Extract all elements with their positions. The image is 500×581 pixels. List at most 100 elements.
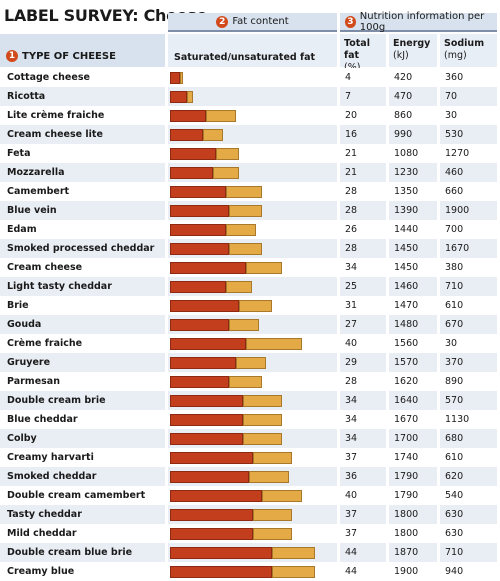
sodium-value: 1900 bbox=[440, 201, 497, 220]
total-fat-value: 16 bbox=[340, 125, 386, 144]
page-title: LABEL SURVEY: Cheese bbox=[4, 6, 207, 25]
energy-value: 1390 bbox=[389, 201, 437, 220]
fat-bar-cell bbox=[168, 296, 337, 315]
sat-unsat-column-header: Saturated/unsaturated fat bbox=[168, 34, 337, 67]
unsaturated-fat-bar bbox=[242, 433, 283, 445]
sodium-value: 70 bbox=[440, 87, 497, 106]
table-row: Camembert 28 1350 660 bbox=[0, 182, 497, 201]
energy-value: 1900 bbox=[389, 562, 437, 581]
total-fat-value: 7 bbox=[340, 87, 386, 106]
saturated-fat-bar bbox=[170, 72, 180, 84]
energy-value: 1800 bbox=[389, 505, 437, 524]
fat-bar-cell bbox=[168, 125, 337, 144]
step-badge-1: 1 bbox=[6, 50, 18, 62]
table-row: Colby 34 1700 680 bbox=[0, 429, 497, 448]
fat-bar-cell bbox=[168, 334, 337, 353]
fat-bar-cell bbox=[168, 467, 337, 486]
saturated-fat-bar bbox=[170, 243, 230, 255]
table-row: Blue cheddar 34 1670 1130 bbox=[0, 410, 497, 429]
table-row: Cottage cheese 4 420 360 bbox=[0, 68, 497, 87]
cheese-name: Cream cheese lite bbox=[0, 125, 165, 144]
fat-content-label: Fat content bbox=[232, 16, 289, 27]
cheese-name: Cottage cheese bbox=[0, 68, 165, 87]
total-fat-label: Total fat bbox=[344, 38, 370, 61]
sodium-column-header: Sodium (mg) bbox=[440, 34, 497, 67]
fat-bar-cell bbox=[168, 315, 337, 334]
unsaturated-fat-bar bbox=[203, 129, 223, 141]
cheese-name: Edam bbox=[0, 220, 165, 239]
unsaturated-fat-bar bbox=[252, 452, 293, 464]
table-row: Gouda 27 1480 670 bbox=[0, 315, 497, 334]
unsaturated-fat-bar bbox=[236, 357, 266, 369]
sodium-value: 1670 bbox=[440, 239, 497, 258]
sat-unsat-label: Saturated/unsaturated fat bbox=[174, 52, 316, 63]
fat-bar-cell bbox=[168, 258, 337, 277]
fat-bar-cell bbox=[168, 220, 337, 239]
sodium-value: 700 bbox=[440, 220, 497, 239]
total-fat-value: 37 bbox=[340, 448, 386, 467]
cheese-name: Camembert bbox=[0, 182, 165, 201]
cheese-name: Ricotta bbox=[0, 87, 165, 106]
energy-value: 1700 bbox=[389, 429, 437, 448]
energy-value: 990 bbox=[389, 125, 437, 144]
fat-bar-cell bbox=[168, 87, 337, 106]
table-row: Tasty cheddar 37 1800 630 bbox=[0, 505, 497, 524]
total-fat-value: 28 bbox=[340, 239, 386, 258]
cheese-name: Creamy blue bbox=[0, 562, 165, 581]
energy-value: 1740 bbox=[389, 448, 437, 467]
fat-bar-cell bbox=[168, 448, 337, 467]
cheese-name: Brie bbox=[0, 296, 165, 315]
cheese-name: Smoked processed cheddar bbox=[0, 239, 165, 258]
total-fat-value: 21 bbox=[340, 163, 386, 182]
step-badge-2: 2 bbox=[216, 15, 229, 28]
energy-value: 1640 bbox=[389, 391, 437, 410]
type-of-cheese-header: 1 TYPE OF CHEESE bbox=[0, 34, 165, 67]
unsaturated-fat-bar bbox=[229, 243, 263, 255]
unsaturated-fat-bar bbox=[262, 490, 302, 502]
saturated-fat-bar bbox=[170, 129, 203, 141]
total-fat-value: 34 bbox=[340, 410, 386, 429]
total-fat-value: 34 bbox=[340, 258, 386, 277]
table-row: Smoked processed cheddar 28 1450 1670 bbox=[0, 239, 497, 258]
total-fat-value: 37 bbox=[340, 524, 386, 543]
unsaturated-fat-bar bbox=[229, 319, 260, 331]
table-row: Ricotta 7 470 70 bbox=[0, 87, 497, 106]
saturated-fat-bar bbox=[170, 490, 263, 502]
step-badge-3: 3 bbox=[345, 15, 356, 28]
total-fat-value: 20 bbox=[340, 106, 386, 125]
cheese-name: Gouda bbox=[0, 315, 165, 334]
saturated-fat-bar bbox=[170, 509, 253, 521]
sodium-value: 530 bbox=[440, 125, 497, 144]
type-of-cheese-label: TYPE OF CHEESE bbox=[22, 51, 116, 62]
fat-bar-cell bbox=[168, 429, 337, 448]
energy-value: 1440 bbox=[389, 220, 437, 239]
sodium-value: 670 bbox=[440, 315, 497, 334]
fat-bar-cell bbox=[168, 239, 337, 258]
unsaturated-fat-bar bbox=[272, 566, 316, 578]
fat-bar-cell bbox=[168, 505, 337, 524]
table-row: Edam 26 1440 700 bbox=[0, 220, 497, 239]
total-fat-value: 25 bbox=[340, 277, 386, 296]
energy-value: 1560 bbox=[389, 334, 437, 353]
unsaturated-fat-bar bbox=[226, 224, 256, 236]
fat-bar-cell bbox=[168, 106, 337, 125]
sodium-value: 1270 bbox=[440, 144, 497, 163]
energy-unit: (kJ) bbox=[393, 50, 409, 61]
energy-value: 1790 bbox=[389, 467, 437, 486]
cheese-name: Feta bbox=[0, 144, 165, 163]
energy-value: 1800 bbox=[389, 524, 437, 543]
saturated-fat-bar bbox=[170, 452, 253, 464]
energy-column-header: Energy (kJ) bbox=[389, 34, 437, 67]
cheese-name: Colby bbox=[0, 429, 165, 448]
cheese-name: Mild cheddar bbox=[0, 524, 165, 543]
fat-bar-cell bbox=[168, 277, 337, 296]
total-fat-unit: (%) bbox=[344, 62, 382, 74]
sodium-value: 30 bbox=[440, 334, 497, 353]
fat-bar-cell bbox=[168, 68, 337, 87]
cheese-name: Crème fraiche bbox=[0, 334, 165, 353]
energy-value: 1870 bbox=[389, 543, 437, 562]
fat-bar-cell bbox=[168, 410, 337, 429]
saturated-fat-bar bbox=[170, 528, 253, 540]
fat-bar-cell bbox=[168, 486, 337, 505]
total-fat-value: 28 bbox=[340, 182, 386, 201]
